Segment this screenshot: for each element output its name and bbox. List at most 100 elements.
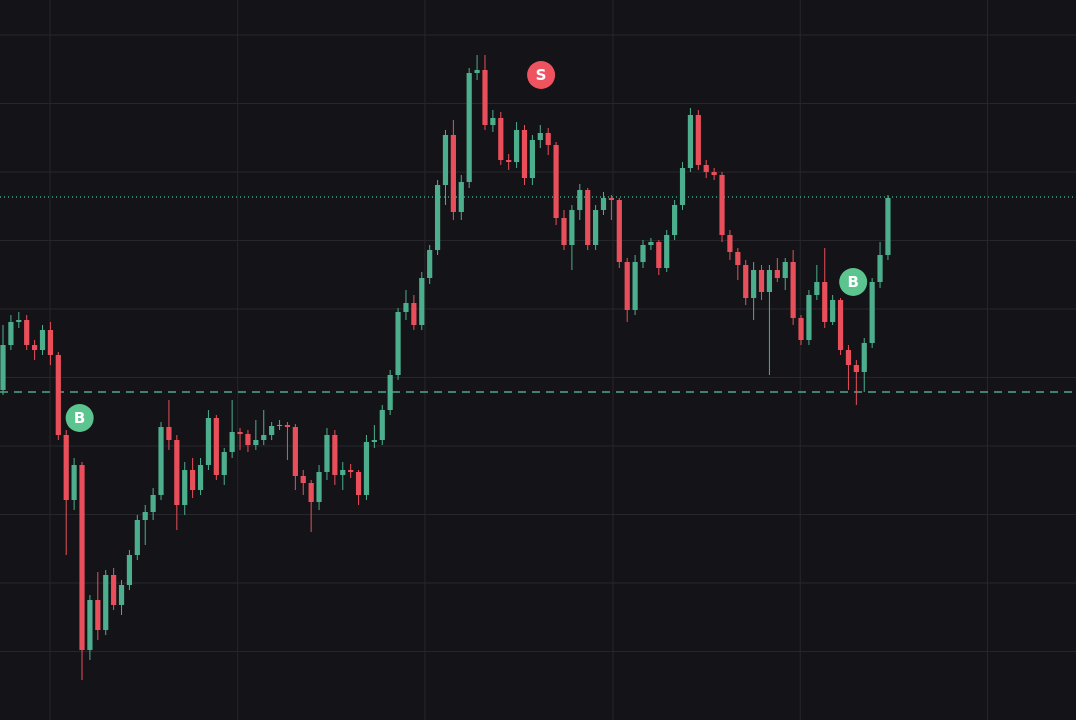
candle-body [616, 200, 622, 262]
candle-body [292, 427, 298, 476]
candle-body [166, 427, 172, 440]
candle-body [498, 118, 504, 160]
candle-body [411, 303, 417, 325]
candle-body [482, 70, 488, 125]
candle-body [150, 495, 156, 512]
candle-body [24, 320, 30, 345]
candle-body [466, 73, 472, 182]
candle-body [790, 262, 796, 318]
candle-body [648, 242, 654, 245]
candle-body [55, 355, 61, 435]
candle-body [32, 345, 38, 350]
candle-body [403, 303, 409, 312]
candle-body [434, 185, 441, 250]
candle-body [490, 118, 496, 125]
candle-body [743, 265, 749, 298]
candle-body [553, 145, 559, 218]
candle-body [134, 520, 140, 555]
candle-body [719, 175, 725, 235]
candle-body [276, 425, 283, 426]
candle-body [419, 278, 425, 325]
candle-body [355, 472, 362, 495]
candle-body [822, 282, 828, 322]
candle-body [561, 218, 567, 245]
candle-body [766, 270, 773, 292]
candle-body [727, 235, 733, 252]
candle-body [577, 190, 583, 210]
candle-body [695, 115, 701, 165]
candle-body [16, 320, 22, 322]
signal-marker [839, 268, 868, 296]
candle-body [672, 205, 678, 235]
candle-body [869, 282, 875, 343]
candle-body [877, 255, 883, 282]
candle-body [521, 130, 528, 178]
candle-body [624, 262, 630, 310]
candle-body [632, 262, 638, 310]
candle-body [253, 440, 259, 445]
candle-body [806, 295, 812, 340]
candle-body [0, 345, 6, 390]
candle-body [142, 512, 148, 520]
candle-body [8, 322, 14, 345]
candle-body [126, 555, 133, 585]
candle-body [190, 470, 196, 490]
candle-body [111, 575, 117, 605]
candle-body [711, 172, 717, 175]
candle-body [197, 465, 204, 490]
candle-body [798, 318, 804, 340]
candle-body [316, 472, 322, 502]
candle-body [348, 470, 354, 472]
candle-body [830, 300, 836, 322]
candle-body [687, 115, 694, 168]
candle-body [371, 440, 377, 442]
candle-body [814, 282, 820, 295]
candle-body [205, 418, 212, 465]
candle-body [593, 210, 599, 245]
candle-body [513, 130, 520, 162]
candle-body [63, 435, 69, 500]
candle-body [529, 140, 535, 178]
candle-body [213, 418, 219, 475]
candle-body [221, 452, 227, 475]
candle-body [758, 270, 765, 292]
candle-body [79, 465, 85, 650]
candle-body [39, 330, 46, 350]
candle-body [506, 160, 512, 162]
candle-body [71, 465, 77, 500]
candle-body [545, 133, 551, 145]
candle-body [300, 476, 306, 483]
candle-body [237, 432, 243, 434]
candle-body [47, 330, 54, 355]
candle-body [118, 585, 125, 605]
candle-body [837, 300, 844, 350]
candle-body [474, 70, 480, 73]
candle-body [774, 270, 780, 278]
candle-body [703, 165, 709, 172]
candle-body [735, 252, 741, 265]
candle-body [363, 442, 370, 495]
signal-label: B [847, 273, 858, 291]
signal-label: S [536, 66, 547, 84]
candle-body [324, 435, 330, 472]
candle-body [450, 135, 456, 212]
candle-body [245, 434, 251, 445]
candle-body [569, 210, 575, 245]
candle-body [87, 600, 93, 650]
candle-body [861, 343, 867, 372]
candle-body [600, 198, 607, 210]
candle-body [158, 427, 164, 495]
candle-body [537, 133, 543, 140]
candle-body [261, 435, 267, 440]
candle-body [782, 262, 788, 278]
signal-label: B [74, 409, 85, 427]
signal-marker [527, 61, 556, 89]
candle-body [103, 575, 109, 630]
candle-body [229, 432, 235, 452]
candle-body [379, 410, 385, 440]
candle-body [664, 235, 670, 268]
candle-body [458, 182, 464, 212]
candle-body [679, 168, 686, 205]
